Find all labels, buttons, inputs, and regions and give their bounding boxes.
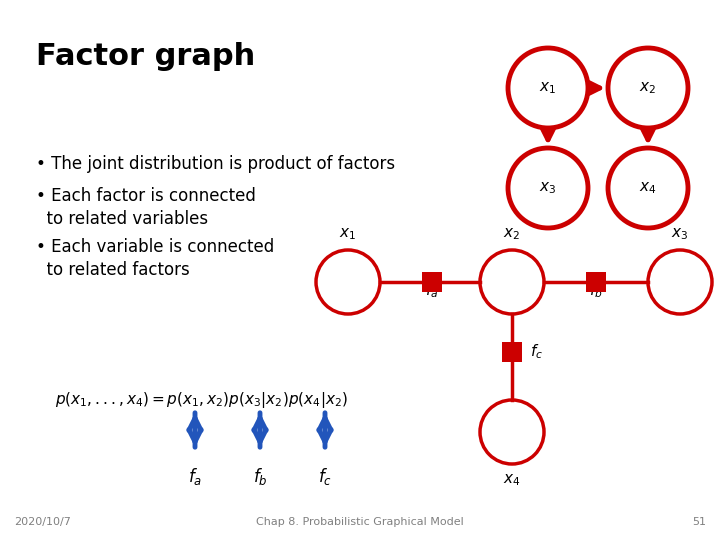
Text: $f_b$: $f_b$ (253, 466, 267, 487)
Text: $p(x_1,...,x_4) = p(x_1,x_2)p(x_3|x_2)p(x_4|x_2)$: $p(x_1,...,x_4) = p(x_1,x_2)p(x_3|x_2)p(… (55, 390, 348, 410)
Text: $f_a$: $f_a$ (426, 281, 438, 300)
Text: $f_a$: $f_a$ (188, 466, 202, 487)
Text: $f_c$: $f_c$ (530, 343, 543, 361)
Text: • Each variable is connected: • Each variable is connected (36, 238, 274, 256)
Text: $x_4$: $x_4$ (503, 472, 521, 488)
Text: $x_1$: $x_1$ (339, 226, 356, 242)
Text: $x_4$: $x_4$ (639, 180, 657, 196)
Text: Chap 8. Probabilistic Graphical Model: Chap 8. Probabilistic Graphical Model (256, 517, 464, 527)
Bar (422, 272, 442, 292)
Text: $f_c$: $f_c$ (318, 466, 332, 487)
Text: $f_b$: $f_b$ (589, 281, 603, 300)
Text: $x_3$: $x_3$ (539, 180, 557, 196)
Text: Factor graph: Factor graph (36, 42, 256, 71)
Text: $x_1$: $x_1$ (539, 80, 557, 96)
Bar (586, 272, 606, 292)
Text: $x_3$: $x_3$ (671, 226, 688, 242)
Text: • The joint distribution is product of factors: • The joint distribution is product of f… (36, 155, 395, 173)
Text: 51: 51 (692, 517, 706, 527)
Text: to related variables: to related variables (36, 210, 208, 228)
Text: $x_2$: $x_2$ (503, 226, 521, 242)
Text: • Each factor is connected: • Each factor is connected (36, 187, 256, 205)
Text: 2020/10/7: 2020/10/7 (14, 517, 71, 527)
Text: $x_2$: $x_2$ (639, 80, 657, 96)
Bar (502, 342, 522, 362)
Text: to related factors: to related factors (36, 261, 190, 279)
